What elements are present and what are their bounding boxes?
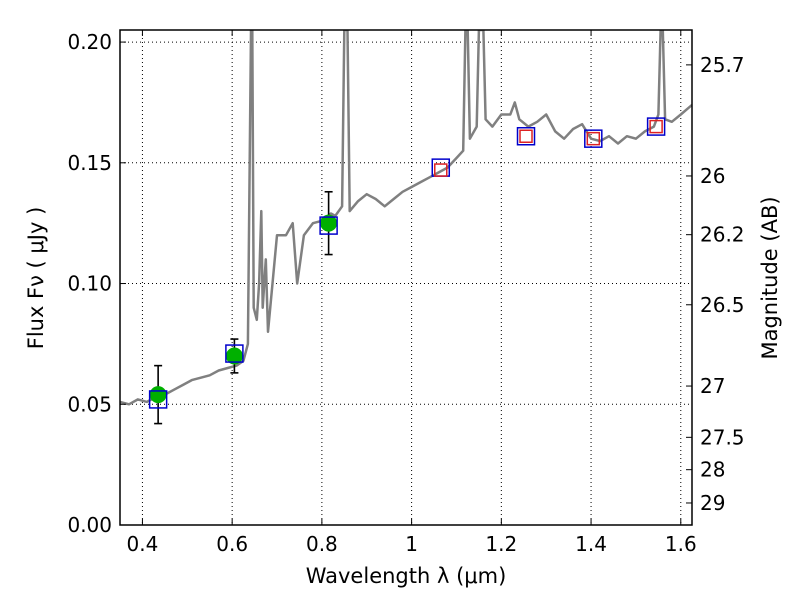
y2-tick-label-0: 25.7 bbox=[700, 53, 745, 77]
upper-limits-point-1 bbox=[519, 129, 533, 143]
y-tick-label-0: 0.00 bbox=[67, 513, 112, 537]
x-tick-label-0: 0.4 bbox=[127, 532, 159, 556]
x-tick-label-4: 1.2 bbox=[485, 532, 517, 556]
y2-tick-label-2: 26.2 bbox=[700, 223, 745, 247]
plot-frame bbox=[119, 29, 693, 526]
upper-limits-point-0 bbox=[434, 163, 448, 177]
y-tick-label-4: 0.20 bbox=[67, 30, 112, 54]
series-layer bbox=[120, 30, 692, 425]
x-tick-label-2: 0.8 bbox=[306, 532, 338, 556]
model-bandpass-flux-point-1 bbox=[225, 344, 244, 363]
model-bandpass-flux-point-0 bbox=[148, 390, 168, 409]
model-bandpass-flux-point-2 bbox=[319, 216, 338, 235]
y2-axis-label: Magnitude (AB) bbox=[758, 196, 782, 359]
y2-tick-label-4: 27 bbox=[700, 374, 725, 398]
y-tick-label-1: 0.05 bbox=[67, 392, 112, 416]
model-spectrum-line bbox=[120, 30, 692, 406]
grid bbox=[120, 30, 692, 526]
x-axis-label: Wavelength λ (μm) bbox=[306, 564, 507, 588]
upper-limits-point-2 bbox=[586, 131, 601, 146]
model-bandpass-flux-point-5 bbox=[584, 129, 603, 148]
model-bandpass-flux-point-4 bbox=[516, 126, 536, 146]
y-tick-label-2: 0.10 bbox=[67, 272, 112, 296]
y-axis-label: Flux Fν ( μJy ) bbox=[24, 207, 48, 350]
ticks: 0.4 0.6 0.8 1 1.2 1.4 1.6 0.00 0.05 0.10 0.15 0.20 2… bbox=[67, 30, 745, 556]
y2-tick-label-5: 27.5 bbox=[700, 425, 745, 449]
y2-tick-label-6: 28 bbox=[700, 458, 725, 482]
upper-limits-point-3 bbox=[649, 119, 663, 134]
x-tick-label-3: 1 bbox=[405, 532, 418, 556]
y2-tick-label-3: 26.5 bbox=[700, 293, 745, 317]
y2-tick-label-7: 29 bbox=[700, 491, 725, 515]
y2-tick-label-1: 26 bbox=[700, 164, 725, 188]
model-bandpass-flux-point-6 bbox=[646, 117, 666, 136]
detections-point-0 bbox=[149, 386, 167, 404]
x-tick-label-6: 1.6 bbox=[665, 532, 697, 556]
y-tick-label-3: 0.15 bbox=[67, 151, 112, 175]
x-tick-label-5: 1.4 bbox=[575, 532, 607, 556]
x-tick-label-1: 0.6 bbox=[216, 532, 248, 556]
